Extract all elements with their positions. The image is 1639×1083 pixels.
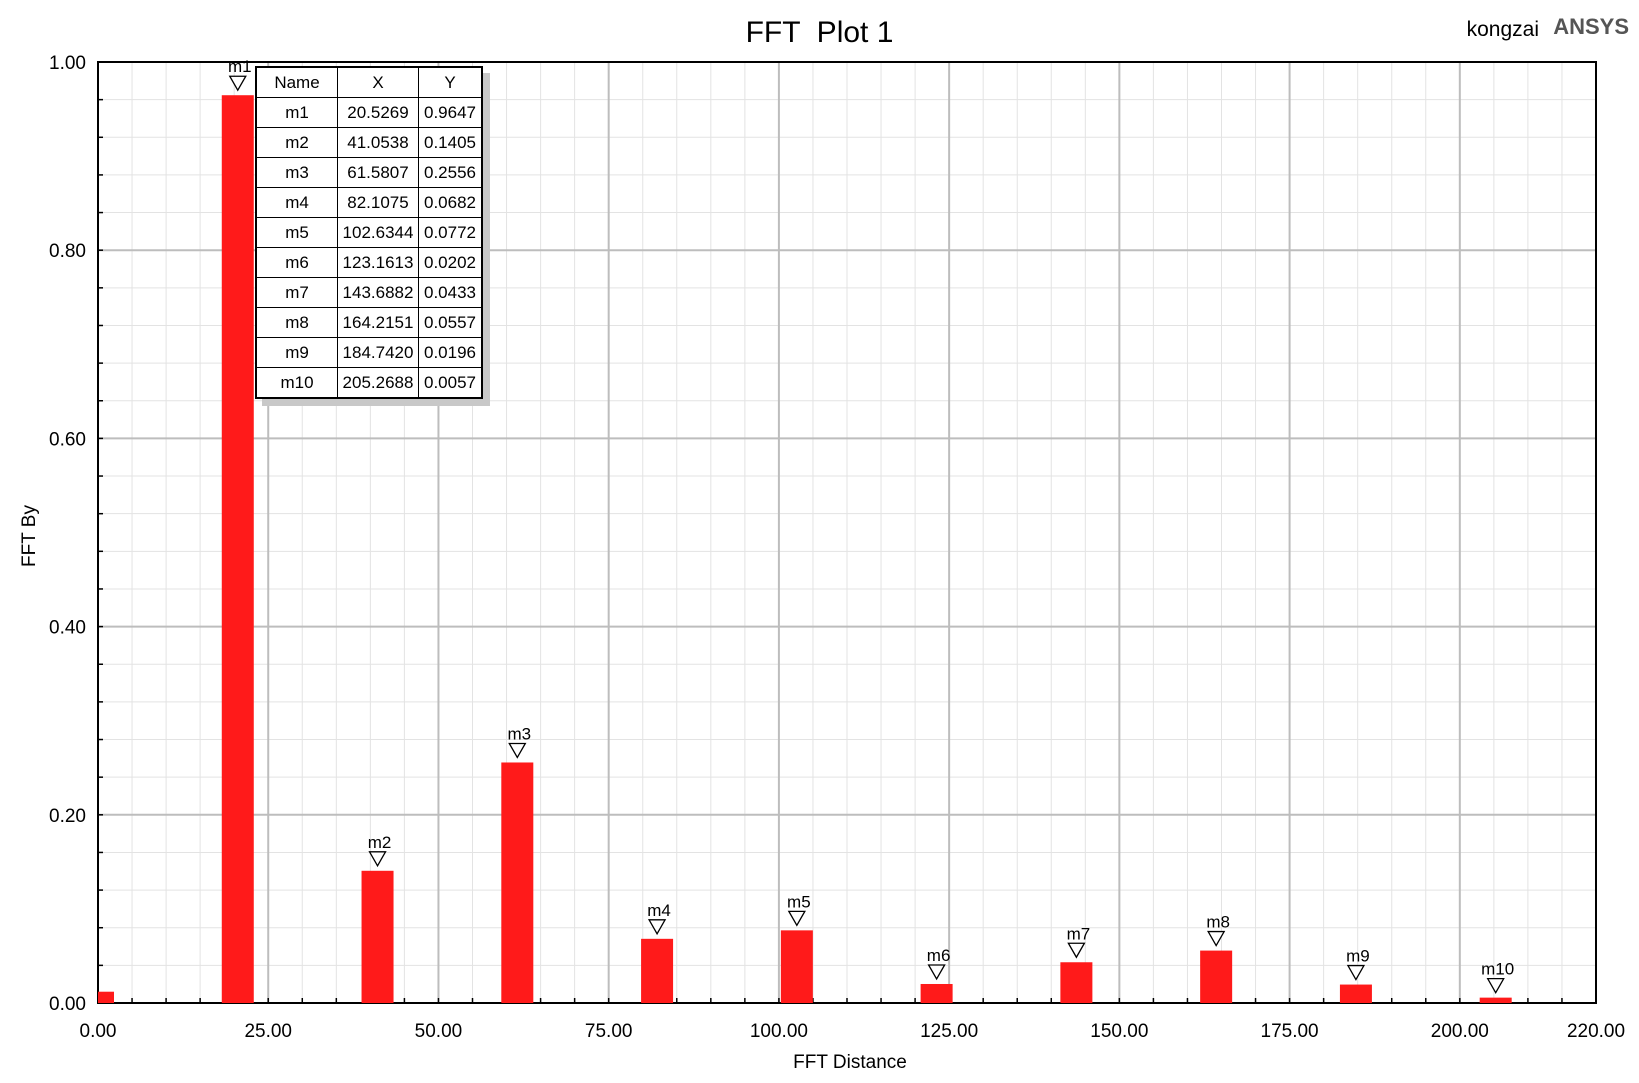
marker-triangle-icon (368, 851, 387, 868)
cell-x: 41.0538 (337, 127, 419, 158)
marker-triangle-icon (1067, 942, 1086, 959)
cell-name: m6 (255, 247, 338, 278)
marker-table: Name X Y m1 20.5269 0.9647 m2 41.0538 0.1405 m… (255, 66, 483, 399)
bar (221, 95, 254, 1004)
marker-triangle-icon (508, 742, 527, 759)
cell-x: 164.2151 (337, 307, 419, 338)
table-row: m9 184.7420 0.0196 (255, 337, 483, 368)
cell-name: m7 (255, 277, 338, 308)
table-row: m1 20.5269 0.9647 (255, 97, 483, 128)
marker-triangle-icon (647, 919, 667, 936)
x-tick-label: 220.00 (1567, 1021, 1625, 1042)
marker-label: m1 (228, 57, 252, 76)
y-tick-label: 0.80 (49, 241, 86, 262)
cell-name: m10 (255, 367, 338, 399)
cell-x: 20.5269 (337, 97, 419, 128)
marker-label: m3 (507, 724, 531, 743)
cell-name: m2 (255, 127, 338, 158)
cell-name: m5 (255, 217, 338, 248)
marker-triangle-icon (1346, 964, 1366, 981)
x-tick-label: 75.00 (585, 1021, 633, 1042)
x-tick-label: 100.00 (750, 1021, 808, 1042)
x-tick-label: 150.00 (1090, 1021, 1148, 1042)
marker-label: m10 (1481, 960, 1514, 979)
y-tick-label: 0.00 (49, 994, 86, 1015)
table-row: m10 205.2688 0.0057 (255, 367, 483, 399)
cell-name: m8 (255, 307, 338, 338)
table-row: m8 164.2151 0.0557 (255, 307, 483, 338)
chart-title: FFT Plot 1 (745, 16, 894, 49)
marker-table-header-row: Name X Y (255, 66, 483, 98)
cell-x: 143.6882 (337, 277, 419, 308)
marker-triangle-icon (787, 910, 806, 927)
table-row: m7 143.6882 0.0433 (255, 277, 483, 308)
bar (780, 930, 813, 1003)
x-tick-label: 175.00 (1261, 1021, 1319, 1042)
cell-x: 61.5807 (337, 157, 419, 188)
table-row: m3 61.5807 0.2556 (255, 157, 483, 188)
marker-label: m7 (1067, 924, 1091, 943)
cell-x: 184.7420 (337, 337, 419, 368)
bar (361, 870, 394, 1003)
x-tick-label: 0.00 (80, 1021, 117, 1042)
bar (501, 762, 534, 1003)
bar (1339, 984, 1372, 1003)
cell-y: 0.1405 (418, 127, 483, 158)
cell-y: 0.0557 (418, 307, 483, 338)
bar (1060, 962, 1093, 1003)
cell-x: 102.6344 (337, 217, 419, 248)
marker-triangle-icon (927, 964, 946, 981)
marker-label: m9 (1346, 947, 1370, 966)
y-tick-label: 0.20 (49, 806, 86, 827)
table-row: m2 41.0538 0.1405 (255, 127, 483, 158)
cell-name: m9 (255, 337, 338, 368)
bar (641, 938, 674, 1003)
bar (1479, 997, 1512, 1003)
marker-label: m6 (927, 946, 951, 965)
cell-name: m3 (255, 157, 338, 188)
marker-label: m4 (647, 901, 671, 920)
cell-y: 0.0433 (418, 277, 483, 308)
cell-x: 82.1075 (337, 187, 419, 218)
header-name: Name (255, 66, 338, 98)
user-label: kongzai (1466, 18, 1539, 41)
y-tick-label: 1.00 (49, 53, 86, 74)
bar (920, 983, 953, 1003)
marker-label: m2 (368, 833, 392, 852)
cell-y: 0.0057 (418, 367, 483, 399)
cell-y: 0.0772 (418, 217, 483, 248)
cell-y: 0.9647 (418, 97, 483, 128)
brand-logo: ANSYS (1553, 14, 1629, 39)
cell-x: 205.2688 (337, 367, 419, 399)
table-row: m5 102.6344 0.0772 (255, 217, 483, 248)
cell-y: 0.0196 (418, 337, 483, 368)
marker-triangle-icon (228, 75, 247, 92)
header-x: X (337, 66, 419, 98)
cell-y: 0.2556 (418, 157, 483, 188)
x-axis-label: FFT Distance (793, 1052, 907, 1073)
table-row: m6 123.1613 0.0202 (255, 247, 483, 278)
cell-y: 0.0202 (418, 247, 483, 278)
marker-label: m5 (787, 892, 811, 911)
y-tick-label: 0.40 (49, 618, 86, 639)
marker-triangle-icon (1486, 977, 1505, 994)
cell-y: 0.0682 (418, 187, 483, 218)
marker-triangle-icon (1207, 930, 1226, 947)
cell-x: 123.1613 (337, 247, 419, 278)
y-tick-label: 0.60 (49, 429, 86, 450)
bar (1200, 950, 1233, 1003)
x-tick-label: 125.00 (920, 1021, 978, 1042)
x-tick-label: 50.00 (415, 1021, 463, 1042)
table-row: m4 82.1075 0.0682 (255, 187, 483, 218)
y-axis-label: FFT By (19, 505, 40, 567)
x-tick-label: 25.00 (244, 1021, 292, 1042)
header-y: Y (418, 66, 483, 98)
bar (98, 991, 114, 1003)
x-tick-label: 200.00 (1431, 1021, 1489, 1042)
cell-name: m4 (255, 187, 338, 218)
cell-name: m1 (255, 97, 338, 128)
marker-label: m8 (1206, 913, 1230, 932)
